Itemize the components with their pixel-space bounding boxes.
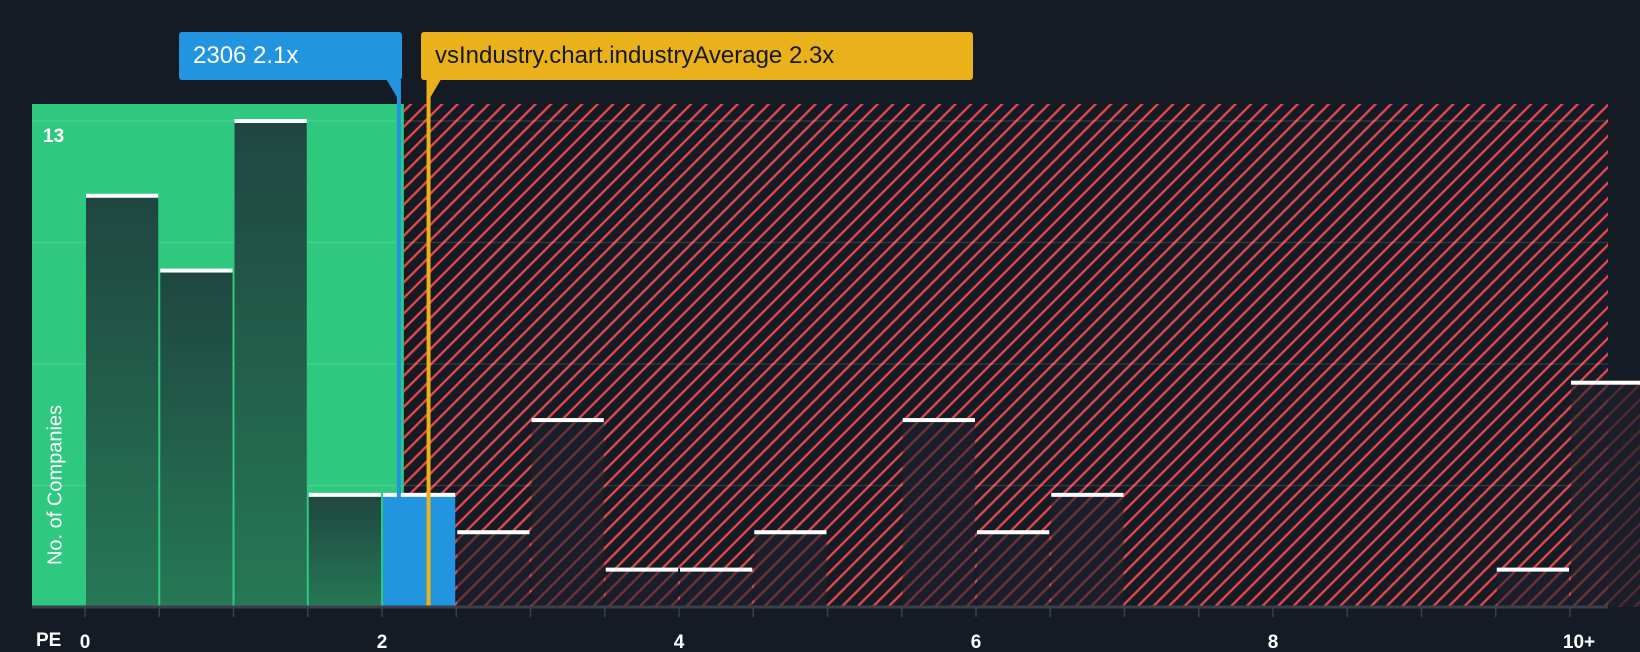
bar-cap bbox=[1571, 380, 1640, 385]
bar-cap bbox=[977, 530, 1050, 535]
histogram-bar bbox=[160, 270, 233, 607]
bar-cap bbox=[234, 119, 307, 123]
histogram-bar bbox=[680, 569, 753, 607]
histogram-bar bbox=[902, 420, 975, 607]
bar-cap bbox=[160, 268, 233, 273]
x-tick-label: 10+ bbox=[1563, 632, 1595, 650]
x-tick-label: 4 bbox=[674, 632, 685, 650]
bar-cap bbox=[531, 418, 604, 423]
y-max-label: 13 bbox=[43, 126, 65, 147]
overvalued-region bbox=[403, 104, 1609, 607]
bar-cap bbox=[605, 567, 678, 572]
histogram-bar bbox=[1571, 382, 1640, 607]
histogram-bar bbox=[605, 569, 678, 607]
x-axis-title: PE bbox=[36, 630, 62, 651]
x-tick-label: 8 bbox=[1268, 632, 1279, 650]
y-axis-title: No. of Companies bbox=[44, 404, 67, 566]
bar-cap bbox=[1496, 567, 1569, 572]
x-axis: 0 2 4 6 8 10+ bbox=[32, 605, 1608, 650]
industry-average-label: vsIndustry.chart.industryAverage 2.3x bbox=[435, 42, 835, 69]
industry-marker-pointer bbox=[426, 80, 441, 104]
bar-cap bbox=[457, 530, 530, 535]
company-pe-label: 2306 2.1x bbox=[193, 42, 299, 69]
bar-cap bbox=[902, 418, 975, 423]
x-tick-label: 0 bbox=[80, 632, 91, 650]
histogram-bar bbox=[1496, 569, 1569, 607]
bar-cap bbox=[680, 567, 753, 572]
industry-average-callout: vsIndustry.chart.industryAverage 2.3x bbox=[421, 32, 973, 80]
histogram-bar bbox=[457, 532, 530, 607]
histogram-bar bbox=[531, 420, 604, 607]
value-markers bbox=[386, 80, 441, 607]
bar-cap bbox=[383, 492, 456, 497]
company-pe-callout: 2306 2.1x bbox=[179, 32, 402, 80]
histogram-bar bbox=[383, 494, 456, 607]
histogram-bar bbox=[308, 494, 381, 607]
industry-marker-line bbox=[426, 82, 431, 607]
bar-cap bbox=[1051, 492, 1124, 497]
histogram-bar bbox=[754, 532, 827, 607]
bar-cap bbox=[308, 492, 381, 497]
histogram-bar bbox=[234, 121, 307, 607]
x-tick-label: 2 bbox=[377, 632, 388, 650]
company-marker-line bbox=[396, 82, 401, 607]
histogram-bar bbox=[977, 532, 1050, 607]
histogram-bar bbox=[1051, 494, 1124, 607]
company-marker-pointer bbox=[386, 80, 401, 104]
bar-cap bbox=[86, 193, 159, 198]
histogram-bar bbox=[86, 195, 159, 607]
bar-cap bbox=[754, 530, 827, 535]
x-tick-label: 6 bbox=[971, 632, 982, 650]
histogram-bars bbox=[86, 119, 1640, 607]
